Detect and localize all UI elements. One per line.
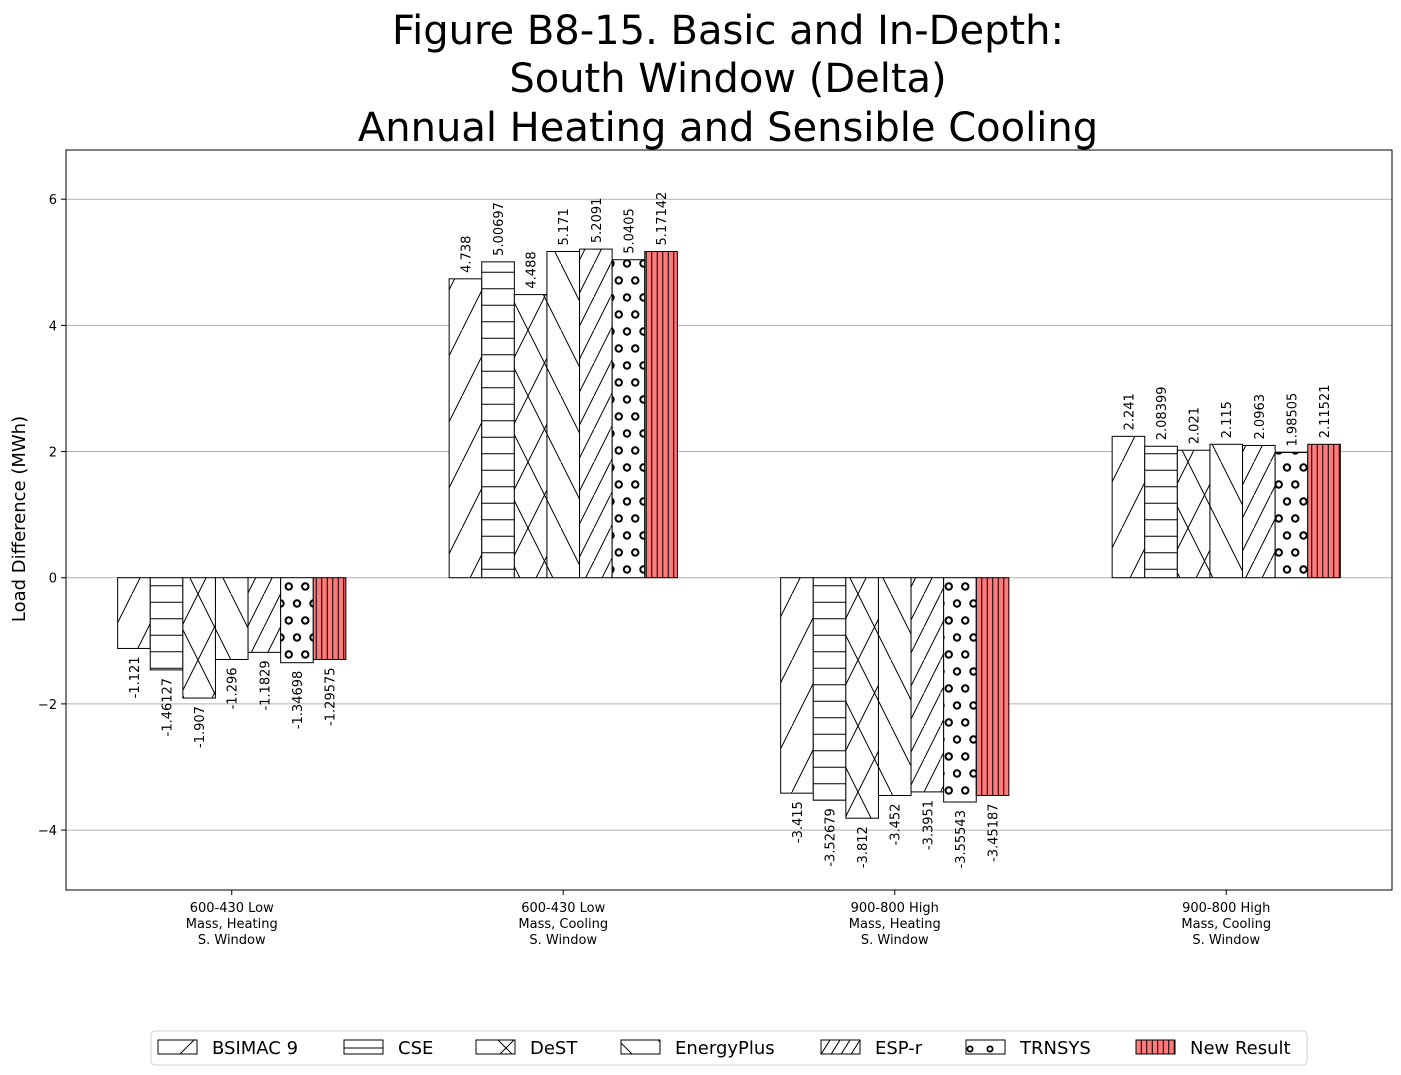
data-label: 4.488 xyxy=(525,251,540,288)
y-axis-label: Load Difference (MWh) xyxy=(9,416,30,622)
legend-swatch xyxy=(475,1039,516,1055)
legend-label: CSE xyxy=(398,1038,433,1059)
data-labels: -1.121 -1.46127 -1.907 -1.296 -1.1829 -1.3469… xyxy=(128,192,1333,869)
bar xyxy=(845,577,879,819)
data-label: 2.11521 xyxy=(1318,385,1333,439)
x-tick-label: 600-430 Low Mass, Heating S. Window xyxy=(186,901,278,948)
legend-label: TRNSYS xyxy=(1019,1038,1091,1059)
bar xyxy=(910,577,945,793)
legend-label: ESP-r xyxy=(875,1038,923,1059)
x-axis-ticks: 600-430 Low Mass, Heating S. Window 600-430… xyxy=(186,890,1271,948)
bar xyxy=(1274,451,1309,579)
x-tick-label: 900-800 High Mass, Heating S. Window xyxy=(849,901,941,948)
data-label: -1.29575 xyxy=(324,667,339,725)
data-label: -3.3951 xyxy=(921,800,936,850)
data-label: -1.1829 xyxy=(258,660,273,710)
data-label: 2.0963 xyxy=(1253,394,1268,440)
chart-title-line-3: Annual Heating and Sensible Cooling xyxy=(358,105,1098,151)
data-label: 5.171 xyxy=(557,208,572,245)
data-label: 5.00697 xyxy=(492,202,507,256)
legend-label: EnergyPlus xyxy=(675,1038,775,1059)
data-label: -3.45187 xyxy=(987,803,1002,861)
data-label: 2.115 xyxy=(1220,401,1235,438)
y-axis-ticks: −4 −2 0 2 4 6 xyxy=(38,193,66,839)
bar xyxy=(546,251,581,579)
x-tick-label: 600-430 Low Mass, Cooling S. Window xyxy=(518,901,608,948)
chart-title-line-2: South Window (Delta) xyxy=(509,56,946,102)
chart-title: Figure B8-15. Basic and In-Depth: South … xyxy=(358,8,1098,151)
legend-label: DeST xyxy=(530,1038,578,1059)
bar xyxy=(1176,449,1211,579)
bar xyxy=(513,294,548,579)
bar xyxy=(448,278,483,579)
legend-swatch xyxy=(820,1039,861,1055)
legend-swatch xyxy=(157,1039,198,1055)
data-label: -1.121 xyxy=(128,656,143,698)
bar xyxy=(877,577,912,796)
data-label: 2.021 xyxy=(1188,407,1203,444)
chart-title-line-1: Figure B8-15. Basic and In-Depth: xyxy=(392,8,1064,54)
bar xyxy=(812,577,847,801)
bar xyxy=(117,577,151,649)
bar xyxy=(481,261,515,579)
bar xyxy=(182,577,216,699)
legend-swatch xyxy=(965,1039,1006,1055)
data-label: 2.241 xyxy=(1122,393,1137,430)
legend: BSIMAC 9 CSE DeST EnergyPlus ESP-r TRNSYS New … xyxy=(150,1030,1308,1066)
plot-frame xyxy=(65,149,1393,891)
data-label: -3.55543 xyxy=(954,810,969,868)
bar xyxy=(312,577,347,660)
data-label: -1.907 xyxy=(193,706,208,748)
y-tick-label: 4 xyxy=(49,319,57,334)
data-label: -3.52679 xyxy=(824,808,839,866)
bar xyxy=(579,248,613,579)
bar xyxy=(149,577,184,671)
bar xyxy=(214,577,249,660)
bar xyxy=(1307,443,1341,579)
legend-label: BSIMAC 9 xyxy=(212,1038,298,1059)
legend-label: New Result xyxy=(1190,1038,1291,1059)
legend-swatch xyxy=(1135,1039,1176,1055)
data-label: 4.738 xyxy=(459,236,474,273)
bar xyxy=(975,577,1010,796)
data-label: -1.296 xyxy=(226,667,241,709)
bar xyxy=(1144,445,1178,579)
legend-swatch xyxy=(620,1039,661,1055)
data-label: 5.2091 xyxy=(590,198,605,244)
data-label: 5.17142 xyxy=(655,192,670,246)
x-tick-label: 900-800 High Mass, Cooling S. Window xyxy=(1181,901,1271,948)
bar xyxy=(943,577,977,803)
bar xyxy=(644,250,678,579)
bars xyxy=(117,248,1341,819)
bar xyxy=(1111,435,1146,579)
y-tick-label: −2 xyxy=(38,698,57,713)
y-tick-label: 2 xyxy=(49,446,57,461)
data-label: 2.08399 xyxy=(1155,386,1170,440)
legend-swatch xyxy=(343,1039,384,1055)
data-label: -1.46127 xyxy=(161,678,176,736)
y-tick-label: 6 xyxy=(49,193,57,208)
bar xyxy=(1242,444,1276,579)
legend-frame xyxy=(150,1030,1308,1066)
y-tick-label: 0 xyxy=(49,572,57,587)
data-label: -3.415 xyxy=(791,801,806,843)
bar xyxy=(780,577,814,794)
data-label: 1.98505 xyxy=(1285,393,1300,447)
y-tick-label: −4 xyxy=(38,824,57,839)
data-label: 5.0405 xyxy=(622,208,637,254)
bar xyxy=(247,577,282,653)
bar xyxy=(611,259,646,579)
bar xyxy=(1209,443,1244,579)
data-label: -3.452 xyxy=(889,803,904,845)
bar xyxy=(280,577,314,664)
data-label: -1.34698 xyxy=(291,671,306,729)
data-label: -3.812 xyxy=(856,826,871,868)
